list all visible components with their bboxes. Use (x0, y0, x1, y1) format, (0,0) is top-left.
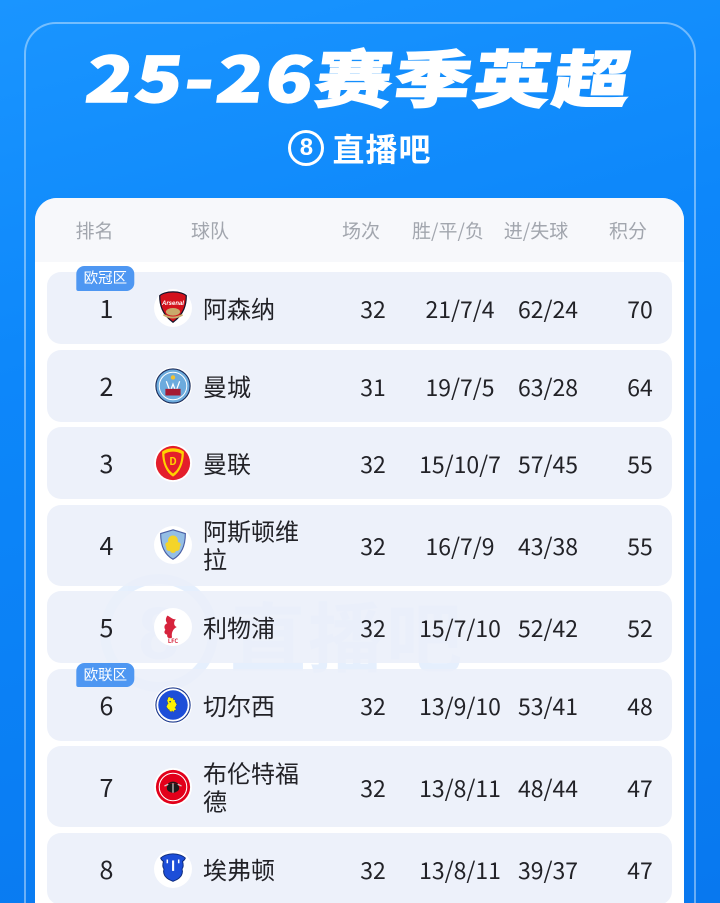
svg-text:LFC: LFC (168, 636, 179, 645)
svg-text:Arsenal: Arsenal (161, 301, 184, 307)
svg-text:D: D (169, 454, 176, 469)
